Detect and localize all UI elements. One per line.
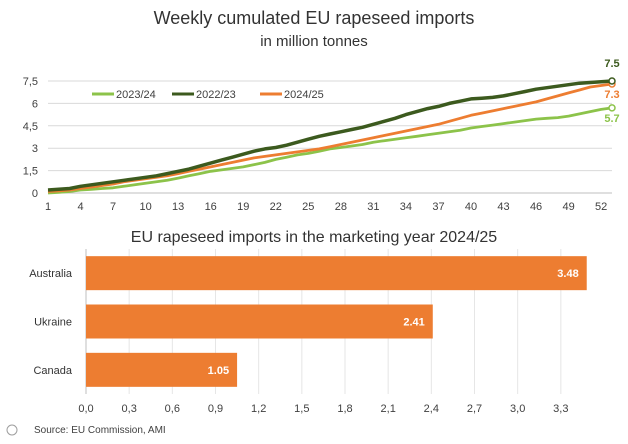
- x-tick-label: 40: [465, 201, 477, 213]
- x-tick-label: 10: [139, 201, 151, 213]
- series-end-marker: [608, 77, 616, 85]
- bar-x-tick-label: 1,2: [251, 403, 266, 415]
- y-tick-label: 3: [32, 143, 38, 155]
- line-end-labels: 5.7 7.5 7.3: [604, 58, 619, 125]
- x-tick-label: 46: [530, 201, 542, 213]
- bar-ukraine: [86, 304, 433, 339]
- legend-label: 2022/23: [196, 89, 236, 101]
- bar-canada: [86, 352, 238, 387]
- bar-value-label: 2.41: [403, 317, 424, 329]
- bar-x-tick-label: 2,1: [381, 403, 396, 415]
- bar-value-label: 3.48: [557, 268, 578, 280]
- bar-x-tick-label: 0,0: [78, 403, 93, 415]
- x-tick-label: 31: [367, 201, 379, 213]
- x-tick-label: 28: [335, 201, 347, 213]
- x-tick-label: 25: [302, 201, 314, 213]
- series-end-label: 5.7: [604, 113, 619, 125]
- x-tick-label: 4: [77, 201, 83, 213]
- series-line-2022-23: [47, 79, 613, 192]
- bar-category-label: Canada: [33, 365, 72, 377]
- bar-value-label: 1.05: [208, 365, 229, 377]
- watermark-icon: [6, 424, 18, 436]
- x-tick-label: 22: [270, 201, 282, 213]
- bar-x-tick-label: 3,3: [553, 403, 568, 415]
- line-chart-subtitle: in million tonnes: [260, 33, 368, 50]
- bar-group: 3.48 2.41 1.05: [86, 256, 587, 387]
- bar-x-tick-label: 0,9: [208, 403, 223, 415]
- y-tick-label: 6: [32, 98, 38, 110]
- x-tick-label: 13: [172, 201, 184, 213]
- y-tick-label: 0: [32, 188, 38, 200]
- x-tick-label: 52: [595, 201, 607, 213]
- source-text: Source: EU Commission, AMI: [34, 425, 166, 436]
- x-tick-label: 37: [432, 201, 444, 213]
- line-x-ticks: 1 4 7 10 13 16 19 22 25 28 31 34 37 40 43 46 49 52: [45, 201, 607, 213]
- bar-x-tick-label: 0,3: [122, 403, 137, 415]
- x-tick-label: 1: [45, 201, 51, 213]
- series-line-2023-24: [47, 106, 613, 195]
- line-y-ticks: 0 1,5 3 4,5 6 7,5: [23, 76, 38, 200]
- bar-x-tick-label: 2,7: [467, 403, 482, 415]
- bar-x-tick-label: 3,0: [510, 403, 525, 415]
- source-note: Source: EU Commission, AMI: [6, 424, 166, 436]
- y-tick-label: 7,5: [23, 76, 38, 88]
- series-end-label: 7.5: [604, 58, 619, 70]
- line-chart-title: Weekly cumulated EU rapeseed imports: [154, 8, 475, 28]
- bar-x-tick-label: 2,4: [424, 403, 439, 415]
- line-legend: 2023/24 2022/23 2024/25: [92, 89, 324, 101]
- line-series-group: [47, 77, 616, 195]
- x-tick-label: 19: [237, 201, 249, 213]
- x-tick-label: 7: [110, 201, 116, 213]
- bar-category-label: Ukraine: [34, 317, 72, 329]
- legend-label: 2023/24: [116, 89, 156, 101]
- bar-chart: EU rapeseed imports in the marketing yea…: [29, 229, 587, 415]
- bar-category-labels: Australia Ukraine Canada: [29, 268, 73, 377]
- bar-chart-title: EU rapeseed imports in the marketing yea…: [131, 229, 498, 246]
- x-tick-label: 16: [205, 201, 217, 213]
- x-tick-label: 49: [562, 201, 574, 213]
- series-end-label: 7.3: [604, 89, 619, 101]
- bar-category-label: Australia: [29, 268, 73, 280]
- bar-x-ticks: 0,0 0,3 0,6 0,9 1,2 1,5 1,8 2,1 2,4 2,7 3,0 3,3: [78, 403, 568, 415]
- bar-x-tick-label: 0,6: [165, 403, 180, 415]
- legend-label: 2024/25: [284, 89, 324, 101]
- x-tick-label: 43: [497, 201, 509, 213]
- bar-x-tick-label: 1,8: [337, 403, 352, 415]
- y-tick-label: 1,5: [23, 166, 38, 178]
- x-tick-label: 34: [400, 201, 412, 213]
- bar-australia: [86, 256, 587, 291]
- y-tick-label: 4,5: [23, 121, 38, 133]
- bar-x-tick-label: 1,5: [294, 403, 309, 415]
- series-end-marker: [608, 104, 616, 112]
- line-chart: Weekly cumulated EU rapeseed imports in …: [23, 8, 620, 213]
